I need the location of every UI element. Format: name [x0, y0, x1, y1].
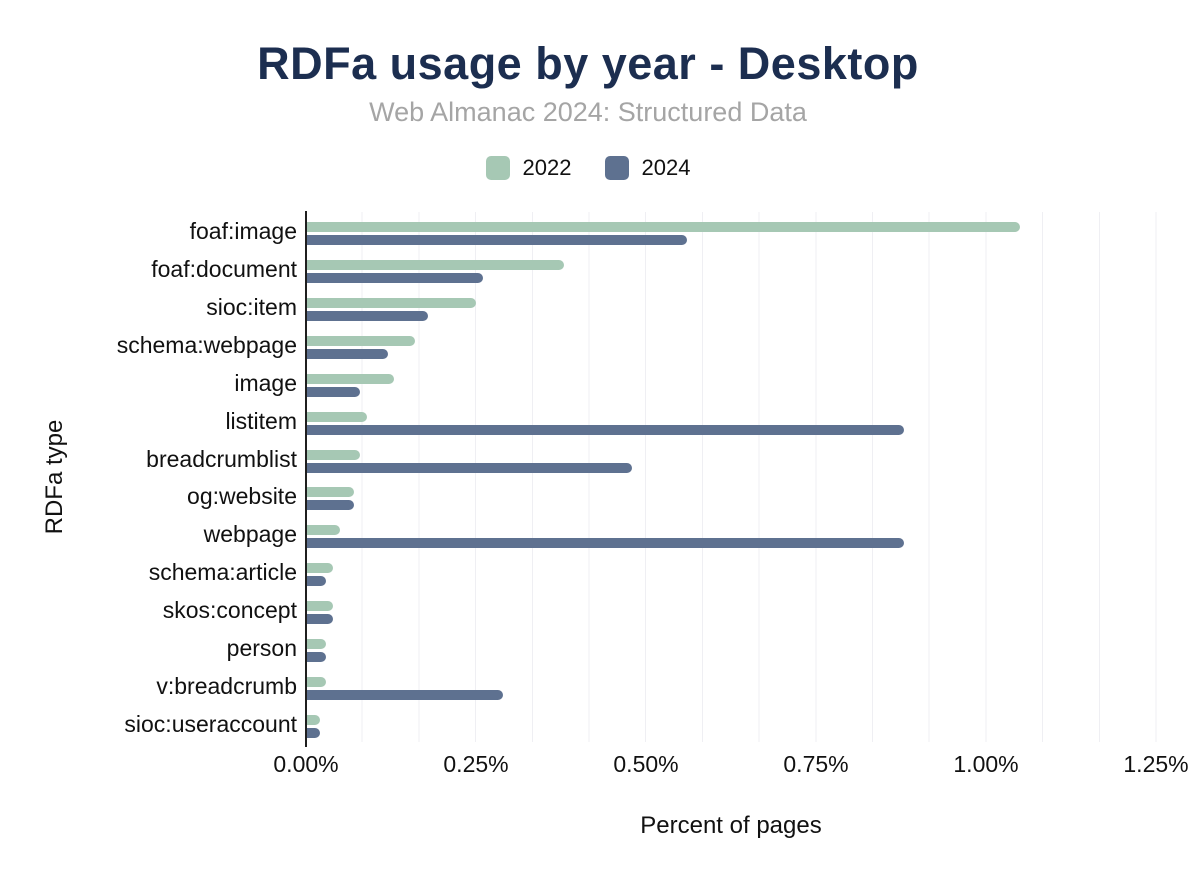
category-label: person [226, 634, 297, 661]
category-label: schema:webpage [116, 332, 297, 358]
plot-rows: foaf:image foaf:document sioc:item schema:w… [0, 212, 1160, 742]
chart-row-image: image [0, 363, 1160, 401]
chart-row-sioc:useraccount: sioc:useraccount [0, 704, 1160, 742]
chart-row-schema:webpage: schema:webpage [0, 326, 1160, 364]
legend-item-2022: 2022 [485, 155, 572, 181]
category-label: sioc:useraccount [124, 710, 297, 737]
bar-2022-schema:webpage [306, 336, 415, 346]
category-label: schema:article [148, 559, 297, 586]
bar-pair [306, 439, 1156, 477]
y-axis-line [305, 211, 307, 747]
legend-item-2024: 2024 [604, 155, 691, 181]
x-tick-label: 0.00% [273, 751, 339, 777]
x-tick-label: 0.25% [443, 751, 509, 777]
chart-row-person: person [0, 628, 1160, 666]
chart-row-foaf:image: foaf:image [0, 212, 1160, 250]
bar-2022-foaf:document [306, 260, 565, 271]
chart-row-skos:concept: skos:concept [0, 591, 1160, 629]
bar-2024-foaf:image [306, 235, 687, 246]
x-axis-ticks: 0.00% 0.25% 0.50% 0.75% 1.00% 1.25% [273, 751, 1188, 778]
category-label: webpage [203, 521, 297, 548]
chart-row-sioc:item: sioc:item [0, 288, 1160, 326]
bar-2024-v:breadcrumb [306, 689, 504, 700]
bar-2022-breadcrumblist [306, 449, 361, 460]
bar-pair [306, 288, 1156, 326]
chart-row-listitem: listitem [0, 401, 1160, 439]
bar-2022-v:breadcrumb [306, 676, 327, 687]
bar-2024-sioc:useraccount [306, 727, 320, 738]
chart-subtitle: Web Almanac 2024: Structured Data [369, 97, 807, 127]
bar-2022-foaf:image [306, 222, 1020, 233]
bar-2024-foaf:document [306, 273, 483, 284]
bar-pair [306, 250, 1156, 288]
bar-pair [306, 401, 1156, 439]
bar-2024-breadcrumblist [306, 462, 633, 473]
bar-pair [306, 553, 1156, 591]
bar-pair [306, 477, 1156, 515]
bar-2024-og:website [306, 500, 354, 511]
x-tick-label: 0.50% [613, 751, 679, 777]
y-axis-title: RDFa type [41, 419, 68, 535]
category-label: v:breadcrumb [156, 672, 297, 699]
category-label: sioc:item [206, 294, 297, 321]
legend-label-2024: 2024 [641, 155, 691, 180]
bar-pair [306, 704, 1156, 742]
bar-2024-image [306, 386, 361, 397]
bar-2024-schema:webpage [306, 349, 388, 359]
bar-2022-skos:concept [306, 601, 334, 612]
x-tick-label: 1.25% [1123, 751, 1189, 777]
x-axis-title: Percent of pages [640, 812, 822, 839]
bar-pair [306, 363, 1156, 401]
bar-2022-og:website [306, 487, 354, 498]
bar-pair [306, 591, 1156, 629]
bar-2024-webpage [306, 538, 905, 549]
category-label: listitem [225, 407, 297, 434]
chart-row-foaf:document: foaf:document [0, 250, 1160, 288]
category-label: breadcrumblist [146, 445, 297, 472]
category-label: skos:concept [162, 597, 297, 624]
bar-2022-sioc:useraccount [306, 714, 320, 725]
chart-row-schema:article: schema:article [0, 553, 1160, 591]
bar-2022-webpage [306, 525, 340, 536]
bar-2024-schema:article [306, 576, 327, 587]
legend-swatch-2022-icon [485, 156, 510, 180]
bar-pair [306, 666, 1156, 704]
bar-pair [306, 515, 1156, 553]
bar-2022-sioc:item [306, 298, 476, 309]
category-label: foaf:document [151, 256, 297, 283]
x-tick-label: 0.75% [783, 751, 849, 777]
chart-row-v:breadcrumb: v:breadcrumb [0, 666, 1160, 704]
legend-swatch-2024-icon [604, 156, 629, 180]
bar-2022-schema:article [306, 563, 334, 574]
bar-pair [306, 326, 1156, 364]
category-label: og:website [187, 483, 297, 510]
bar-pair [306, 628, 1156, 666]
bar-2024-person [306, 651, 327, 662]
chart-row-og:website: og:website [0, 477, 1160, 515]
category-label: image [234, 369, 297, 396]
x-tick-label: 1.00% [953, 751, 1019, 777]
legend-label-2022: 2022 [522, 155, 572, 180]
bar-2024-skos:concept [306, 614, 334, 625]
bar-pair [306, 212, 1156, 250]
chart-row-breadcrumblist: breadcrumblist [0, 439, 1160, 477]
chart-row-webpage: webpage [0, 515, 1160, 553]
bar-2022-person [306, 638, 327, 649]
bar-2022-image [306, 373, 395, 384]
bar-2022-listitem [306, 411, 368, 422]
chart-title: RDFa usage by year - Desktop [257, 38, 919, 89]
legend: 2022 2024 [0, 155, 1176, 181]
category-label: foaf:image [189, 218, 297, 245]
bar-2024-listitem [306, 424, 905, 435]
bar-2024-sioc:item [306, 311, 429, 322]
